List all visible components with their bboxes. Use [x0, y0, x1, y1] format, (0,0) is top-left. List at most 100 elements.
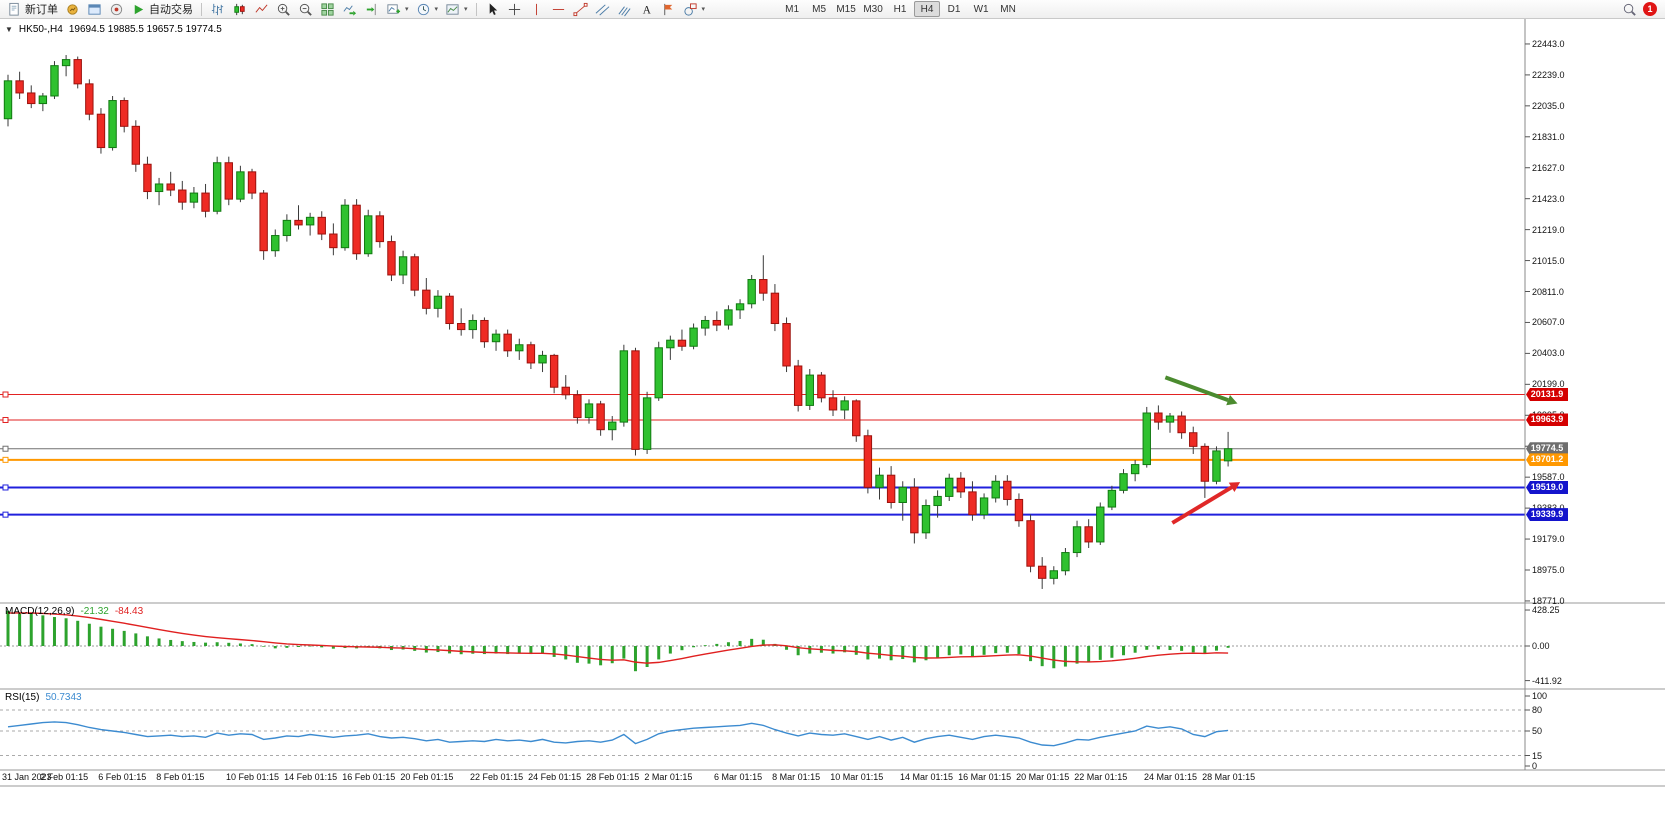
timeframe-m15[interactable]: M15 [833, 1, 859, 17]
zoom-out-button[interactable] [295, 1, 316, 18]
trend-arrow-up-head [1228, 482, 1241, 493]
horizontal-line-button[interactable] [548, 1, 569, 18]
trend-arrow-up[interactable] [1171, 485, 1233, 525]
trend-arrow-down[interactable] [1164, 375, 1229, 402]
zoom-in-icon [277, 3, 290, 16]
shapes-icon [683, 2, 697, 16]
rsi-name: RSI(15) [5, 692, 40, 703]
candle-down [1154, 412, 1163, 423]
market-watch-button[interactable] [62, 1, 83, 18]
navigator-button[interactable] [106, 1, 127, 18]
timeframe-h1[interactable]: H1 [887, 1, 913, 17]
hline-handle[interactable] [2, 445, 9, 452]
vertical-line-button[interactable] [526, 1, 547, 18]
collapse-icon[interactable]: ▼ [5, 25, 13, 34]
new-order-button[interactable]: 新订单 [4, 1, 61, 18]
timeframe-m1[interactable]: M1 [779, 1, 805, 17]
tile-windows-button[interactable] [317, 1, 338, 18]
cursor-button[interactable] [482, 1, 503, 18]
toolbar-separator [475, 2, 477, 16]
timeframe-h4[interactable]: H4 [914, 1, 941, 17]
timeframe-m30[interactable]: M30 [860, 1, 886, 17]
candle-down [910, 486, 919, 534]
hline-handle[interactable] [2, 456, 9, 463]
autotrading-label: 自动交易 [149, 4, 193, 16]
zoom-in-button[interactable] [273, 1, 294, 18]
candle-down [1037, 565, 1047, 579]
text-tool-button[interactable]: A [636, 1, 657, 18]
timeframe-d1[interactable]: D1 [941, 1, 967, 17]
candle-down [410, 256, 419, 291]
channel-button[interactable] [592, 1, 613, 18]
candle-up [491, 333, 501, 343]
timeframe-m5[interactable]: M5 [806, 1, 832, 17]
hline-handle[interactable] [2, 511, 9, 518]
candle-up [805, 374, 814, 406]
candle-down [828, 397, 838, 411]
cursor-icon [489, 2, 497, 15]
candle-up [701, 319, 710, 329]
candle-up [1142, 412, 1151, 466]
template-button[interactable]: ▾ [442, 1, 471, 18]
crosshair-button[interactable] [504, 1, 525, 18]
candle-down [1189, 432, 1198, 447]
timeframe-mn[interactable]: MN [995, 1, 1021, 17]
hline-handle[interactable] [2, 416, 9, 423]
data-window-button[interactable] [84, 1, 105, 18]
candle-up [933, 495, 942, 507]
candle-up [271, 235, 280, 252]
candle-down [317, 216, 326, 235]
candle-down [201, 192, 210, 212]
line-chart-button[interactable] [251, 1, 272, 18]
candle-up [619, 350, 629, 423]
notification-badge[interactable]: 1 [1643, 2, 1657, 16]
hline-handle[interactable] [2, 484, 9, 491]
shapes-button[interactable]: ▾ [680, 1, 709, 18]
candle-down [1014, 498, 1024, 522]
candle-down [73, 59, 82, 85]
candle-up [38, 95, 48, 105]
dropdown-caret: ▾ [434, 6, 439, 13]
candle-down [1003, 480, 1012, 500]
candle-up [840, 400, 849, 411]
macd-signal-line [7, 612, 1229, 664]
candle-down [352, 204, 361, 255]
candle-up [108, 100, 117, 149]
channel-icon [595, 3, 609, 15]
pitchfork-button[interactable] [614, 1, 635, 18]
macd-indicator-label: MACD(12,26,9) -21.32 -84.43 [5, 606, 143, 617]
candle-up [50, 65, 59, 97]
ohlc-readout: 19694.5 19885.5 19657.5 19774.5 [68, 24, 222, 35]
candle-down [573, 394, 582, 419]
period-button[interactable]: ▾ [413, 1, 442, 18]
main-toolbar: 新订单 自动交易 [0, 0, 1665, 19]
timeframe-w1[interactable]: W1 [968, 1, 994, 17]
pitchfork-icon [618, 5, 631, 16]
candle-down [956, 477, 966, 493]
candlestick-chart-button[interactable] [229, 1, 250, 18]
candle-down [178, 189, 187, 203]
candle-up [305, 216, 315, 226]
toolbar-separator [201, 2, 202, 16]
candle-down [120, 100, 129, 127]
candle-up [1165, 415, 1175, 423]
bar-chart-button[interactable] [207, 1, 228, 18]
search-button[interactable] [1619, 1, 1640, 18]
trend-arrow-down-head [1226, 394, 1238, 406]
candle-down [247, 171, 257, 194]
autotrading-button[interactable]: 自动交易 [128, 1, 196, 18]
candle-up [608, 421, 617, 431]
chart-shift-button[interactable] [361, 1, 382, 18]
new-chart-button[interactable]: ▾ [383, 1, 412, 18]
symbol-timeframe-label: HK50-,H4 [18, 24, 63, 35]
tile-windows-icon [321, 2, 334, 16]
candle-down [259, 192, 268, 252]
auto-scroll-button[interactable] [339, 1, 360, 18]
candle-down [166, 183, 175, 191]
rsi-line [7, 721, 1229, 747]
label-tool-button[interactable] [658, 1, 679, 18]
candle-up [398, 256, 408, 276]
hline-handle[interactable] [2, 391, 9, 398]
trendline-button[interactable] [570, 1, 591, 18]
